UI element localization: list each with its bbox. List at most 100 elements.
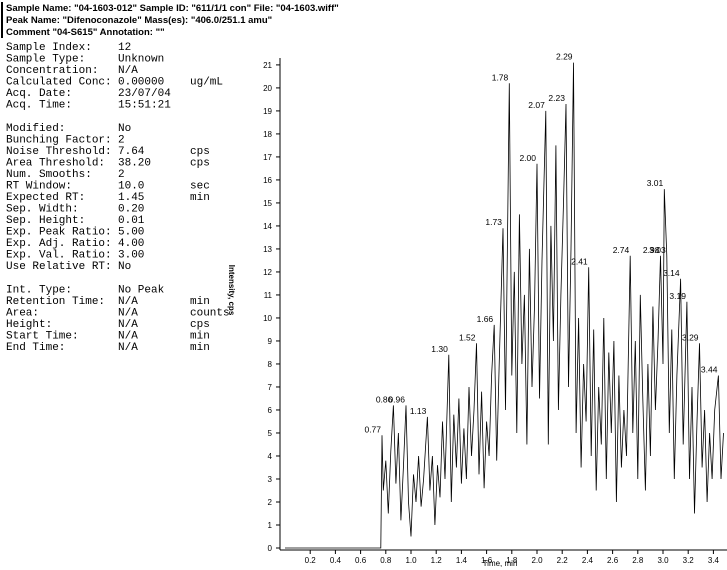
y-tick-label: 15 [263,199,272,208]
x-tick-label: 3.2 [683,556,695,565]
peak-label: 1.13 [410,406,427,416]
y-axis-label: Intensity, cps [227,265,236,316]
param-label: Noise Threshold: [6,146,112,158]
param-value: 1.45 [118,192,144,204]
peak-label: 1.73 [485,217,502,227]
param-label: Retention Time: [6,296,105,308]
peak-label: 3.01 [647,178,664,188]
y-tick-label: 18 [263,130,272,139]
peak-label: 0.96 [388,394,405,404]
param-value: 15:51:21 [118,100,171,112]
y-tick-label: 0 [268,544,273,553]
param-value: 7.64 [118,146,145,158]
y-tick-label: 21 [263,61,272,70]
peak-label: 0.77 [364,424,381,434]
param-label: Exp. Val. Ratio: [6,250,112,262]
param-label: Bunching Factor: [6,135,112,147]
x-tick-label: 0.4 [330,556,342,565]
peak-label: 3.44 [701,364,718,374]
y-tick-label: 11 [264,291,273,300]
y-tick-label: 8 [268,360,273,369]
peak-label: 3.14 [663,268,680,278]
param-unit: min [190,331,210,343]
param-value: No [118,123,131,135]
y-tick-label: 19 [263,107,272,116]
y-tick-label: 16 [263,176,272,185]
peak-label: 1.52 [459,332,476,342]
peak-label: 1.78 [492,72,509,82]
y-tick-label: 6 [268,406,273,415]
y-tick-label: 4 [268,452,273,461]
y-tick-label: 14 [263,222,272,231]
param-value: N/A [118,319,138,331]
param-value: 2 [118,135,125,147]
param-label: Num. Smooths: [6,169,92,181]
param-label: Int. Type: [6,285,72,297]
x-tick-label: 2.8 [632,556,644,565]
param-label: Calculated Conc: [6,77,112,89]
param-value: N/A [118,65,138,77]
param-value: 0.01 [118,215,145,227]
param-value: N/A [118,308,138,320]
param-label: Sample Type: [6,54,85,66]
param-value: No [118,261,131,273]
param-value: Unknown [118,54,164,66]
x-tick-label: 0.8 [380,556,392,565]
peak-label: 0.86 [376,394,393,404]
y-tick-label: 5 [268,429,273,438]
peak-label: 2.07 [528,100,545,110]
param-unit: cps [190,146,210,158]
param-value: 4.00 [118,238,144,250]
param-value: 2 [118,169,125,181]
param-unit: min [190,342,210,354]
peak-label: 2.00 [519,153,536,163]
param-label: Start Time: [6,331,79,343]
param-label: Use Relative RT: [6,261,112,273]
x-axis-label: Time, min [483,559,518,568]
peak-label: 3.29 [682,332,699,342]
param-value: 10.0 [118,181,144,193]
param-label: Acq. Date: [6,88,72,100]
param-value: 3.00 [118,250,144,262]
param-value: 0.20 [118,204,144,216]
y-tick-label: 10 [263,314,272,323]
y-tick-label: 2 [268,498,273,507]
peak-label: 2.41 [571,256,588,266]
x-tick-label: 2.0 [531,556,543,565]
y-tick-label: 1 [268,521,273,530]
peak-label: 3.03 [649,245,666,255]
x-tick-label: 1.2 [431,556,443,565]
param-label: Exp. Adj. Ratio: [6,238,112,250]
y-tick-label: 9 [268,337,273,346]
x-tick-label: 3.0 [657,556,669,565]
y-tick-label: 3 [268,475,273,484]
param-value: No Peak [118,285,165,297]
param-label: Sep. Height: [6,215,85,227]
x-tick-label: 2.2 [557,556,569,565]
peak-label: 2.29 [556,52,573,62]
param-value: 5.00 [118,227,144,239]
param-label: End Time: [6,342,65,354]
param-value: 0.00000 [118,77,164,89]
param-label: Acq. Time: [6,100,72,112]
y-tick-label: 17 [263,153,272,162]
param-label: Modified: [6,123,65,135]
param-value: N/A [118,296,138,308]
x-tick-label: 0.6 [355,556,367,565]
param-unit: counts [190,308,230,320]
param-label: RT Window: [6,181,72,193]
x-tick-label: 1.8 [506,556,518,565]
param-label: Area: [6,308,39,320]
param-label: Expected RT: [6,192,85,204]
peak-label: 2.23 [548,93,565,103]
param-label: Concentration: [6,65,98,77]
param-unit: min [190,192,210,204]
param-label: Sample Index: [6,42,92,54]
y-tick-label: 12 [263,268,272,277]
x-tick-label: 1.0 [405,556,417,565]
y-tick-label: 7 [268,383,273,392]
peak-label: 2.74 [613,245,630,255]
param-value: N/A [118,342,138,354]
